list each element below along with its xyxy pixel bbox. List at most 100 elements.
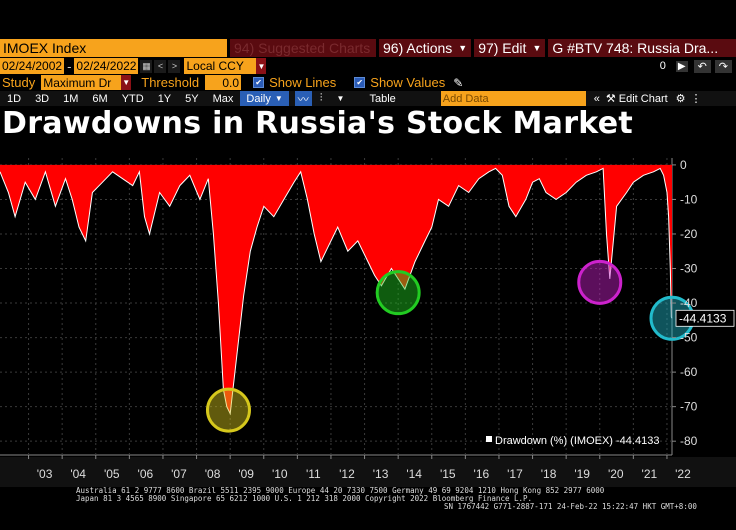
legend-entry: Drawdown (%) (IMOEX) -44.4133 <box>495 435 659 447</box>
y-tick-label: -20 <box>680 227 698 241</box>
range-dash: - <box>67 58 72 74</box>
threshold-label: Threshold <box>141 75 200 90</box>
footer-line-2: Japan 81 3 4565 8900 Singapore 65 6212 1… <box>76 494 533 503</box>
chart-title-field[interactable]: G #BTV 748: Russia Dra... <box>548 39 736 57</box>
x-tick-label: '21 <box>642 467 658 481</box>
period-1y[interactable]: 1Y <box>157 92 172 105</box>
y-axis: 0 -10 -20 -30 -40 -50 -60 -70 -80 <box>672 158 698 448</box>
y-tick-label: -10 <box>680 192 698 206</box>
x-tick-label: '11 <box>306 467 321 481</box>
collapse-icon[interactable]: « <box>593 92 600 105</box>
study-bar: Study Maximum Dr ▼ Threshold 0.0 ✔ Show … <box>0 75 736 90</box>
x-tick-label: '03 <box>37 467 53 481</box>
chevron-down-icon: ▼ <box>532 43 542 53</box>
drawdown-area <box>0 164 672 414</box>
chart-title: Drawdowns in Russia's Stock Market <box>2 106 634 141</box>
footer: Australia 61 2 9777 8600 Brazil 5511 239… <box>0 487 736 530</box>
calendar-icon[interactable]: ▦ <box>140 59 153 73</box>
settings-icon[interactable]: ⚙ <box>675 93 686 105</box>
x-tick-label: '15 <box>440 467 456 481</box>
actions-button[interactable]: 96) Actions ▼ <box>379 39 472 57</box>
highlight-circles <box>205 259 695 433</box>
period-max[interactable]: Max <box>212 92 234 105</box>
study-label: Study <box>2 75 36 90</box>
show-values-checkbox[interactable]: ✔ <box>354 77 366 88</box>
chevron-down-icon[interactable]: ▼ <box>336 94 345 103</box>
drawdown-line <box>0 167 673 416</box>
period-6m[interactable]: 6M <box>92 92 108 105</box>
frequency-label: Daily <box>246 92 271 105</box>
suggested-charts-button[interactable]: 94) Suggested Charts <box>230 39 376 57</box>
arrow-left-icon[interactable]: < <box>154 59 167 73</box>
date-range-bar: 02/24/2002 - 02/24/2022 ▦ < > Local CCY … <box>0 58 736 74</box>
y-tick-label: -40 <box>680 296 698 310</box>
table-button[interactable]: Table <box>369 92 396 105</box>
edit-chart-button[interactable]: Edit Chart <box>618 92 668 105</box>
x-tick-label: '13 <box>373 467 389 481</box>
x-tick-label: '10 <box>272 467 288 481</box>
currency-select[interactable]: Local CCY <box>184 58 257 74</box>
chevron-down-icon: ▼ <box>458 43 468 53</box>
x-tick-label: '16 <box>474 467 490 481</box>
edit-button[interactable]: 97) Edit ▼ <box>474 39 546 57</box>
period-1m[interactable]: 1M <box>63 92 79 105</box>
last-value-callout: -44.4133 <box>675 309 735 327</box>
drawdown-chart: 0 -10 -20 -30 -40 -50 -60 -70 -80 '03 '04 '05 '06 '0… <box>0 158 736 487</box>
more-icon[interactable]: ⋮ <box>690 93 702 105</box>
page-number: 0 <box>659 60 666 72</box>
y-tick-label: -80 <box>680 434 698 448</box>
footer-line-3: SN 1767442 G771-2887-171 24-Feb-22 15:22… <box>444 502 697 511</box>
x-tick-label: '22 <box>675 467 691 481</box>
pencil-icon[interactable]: ✎ <box>453 75 464 90</box>
edit-label: 97) Edit <box>478 40 527 56</box>
x-tick-label: '19 <box>574 467 590 481</box>
chevron-down-icon[interactable]: ▼ <box>121 75 132 90</box>
period-1d[interactable]: 1D <box>7 92 22 105</box>
actions-label: 96) Actions <box>383 40 453 56</box>
highlight-circle <box>205 387 251 433</box>
x-tick-label: '09 <box>238 467 254 481</box>
period-ytd[interactable]: YTD <box>121 92 144 105</box>
x-tick-label: '07 <box>171 467 187 481</box>
show-lines-label: Show Lines <box>269 75 337 90</box>
highlight-circle <box>375 270 421 316</box>
period-3d[interactable]: 3D <box>35 92 50 105</box>
redo-icon[interactable]: ↷ <box>714 59 732 73</box>
x-tick-label: '05 <box>104 467 120 481</box>
top-toolbar: IMOEX Index 94) Suggested Charts 96) Act… <box>0 39 736 57</box>
start-date-input[interactable]: 02/24/2002 <box>0 58 65 74</box>
y-tick-label: 0 <box>680 158 687 172</box>
frequency-select[interactable]: Daily ▼ <box>240 91 289 106</box>
period-5y[interactable]: 5Y <box>185 92 199 105</box>
bar-type-icon[interactable]: ⫶ <box>319 92 323 104</box>
line-chart-icon[interactable]: 〰 <box>294 91 312 106</box>
x-tick-label: '08 <box>205 467 221 481</box>
undo-icon[interactable]: ↶ <box>693 59 711 73</box>
x-tick-label: '06 <box>138 467 154 481</box>
show-lines-checkbox[interactable]: ✔ <box>253 77 265 88</box>
footer-line-1: Australia 61 2 9777 8600 Brazil 5511 239… <box>76 486 605 495</box>
edit-chart-icon[interactable]: ⚒ <box>605 93 616 105</box>
chart-toolbar: 1D 3D 1M 6M YTD 1Y 5Y Max Daily ▼ 〰 ⫶ ▼ T… <box>0 91 736 106</box>
show-values-label: Show Values <box>370 75 446 90</box>
threshold-input[interactable]: 0.0 <box>205 75 242 90</box>
y-tick-label: -70 <box>680 400 698 414</box>
last-value-label: -44.4133 <box>679 311 727 325</box>
legend: Drawdown (%) (IMOEX) -44.4133 <box>486 435 659 447</box>
end-date-input[interactable]: 02/24/2022 <box>74 58 139 74</box>
x-axis: '03 '04 '05 '06 '07 '08 '09 '10 '11 '12 '13 '14 '15 '… <box>28 455 691 481</box>
play-icon[interactable]: ▶ <box>675 60 688 72</box>
ticker-field[interactable]: IMOEX Index <box>0 39 227 57</box>
x-tick-label: '12 <box>339 467 355 481</box>
x-tick-label: '20 <box>608 467 624 481</box>
x-tick-label: '04 <box>70 467 86 481</box>
y-tick-label: -30 <box>680 262 698 276</box>
add-data-input[interactable]: Add Data <box>440 91 586 106</box>
study-select[interactable]: Maximum Dr <box>41 75 122 90</box>
y-tick-label: -60 <box>680 365 698 379</box>
arrow-right-icon[interactable]: > <box>168 59 181 73</box>
highlight-circle <box>577 259 623 305</box>
chevron-down-icon[interactable]: ▼ <box>256 58 267 74</box>
chevron-down-icon: ▼ <box>274 94 283 103</box>
y-tick-label: -50 <box>680 331 698 345</box>
